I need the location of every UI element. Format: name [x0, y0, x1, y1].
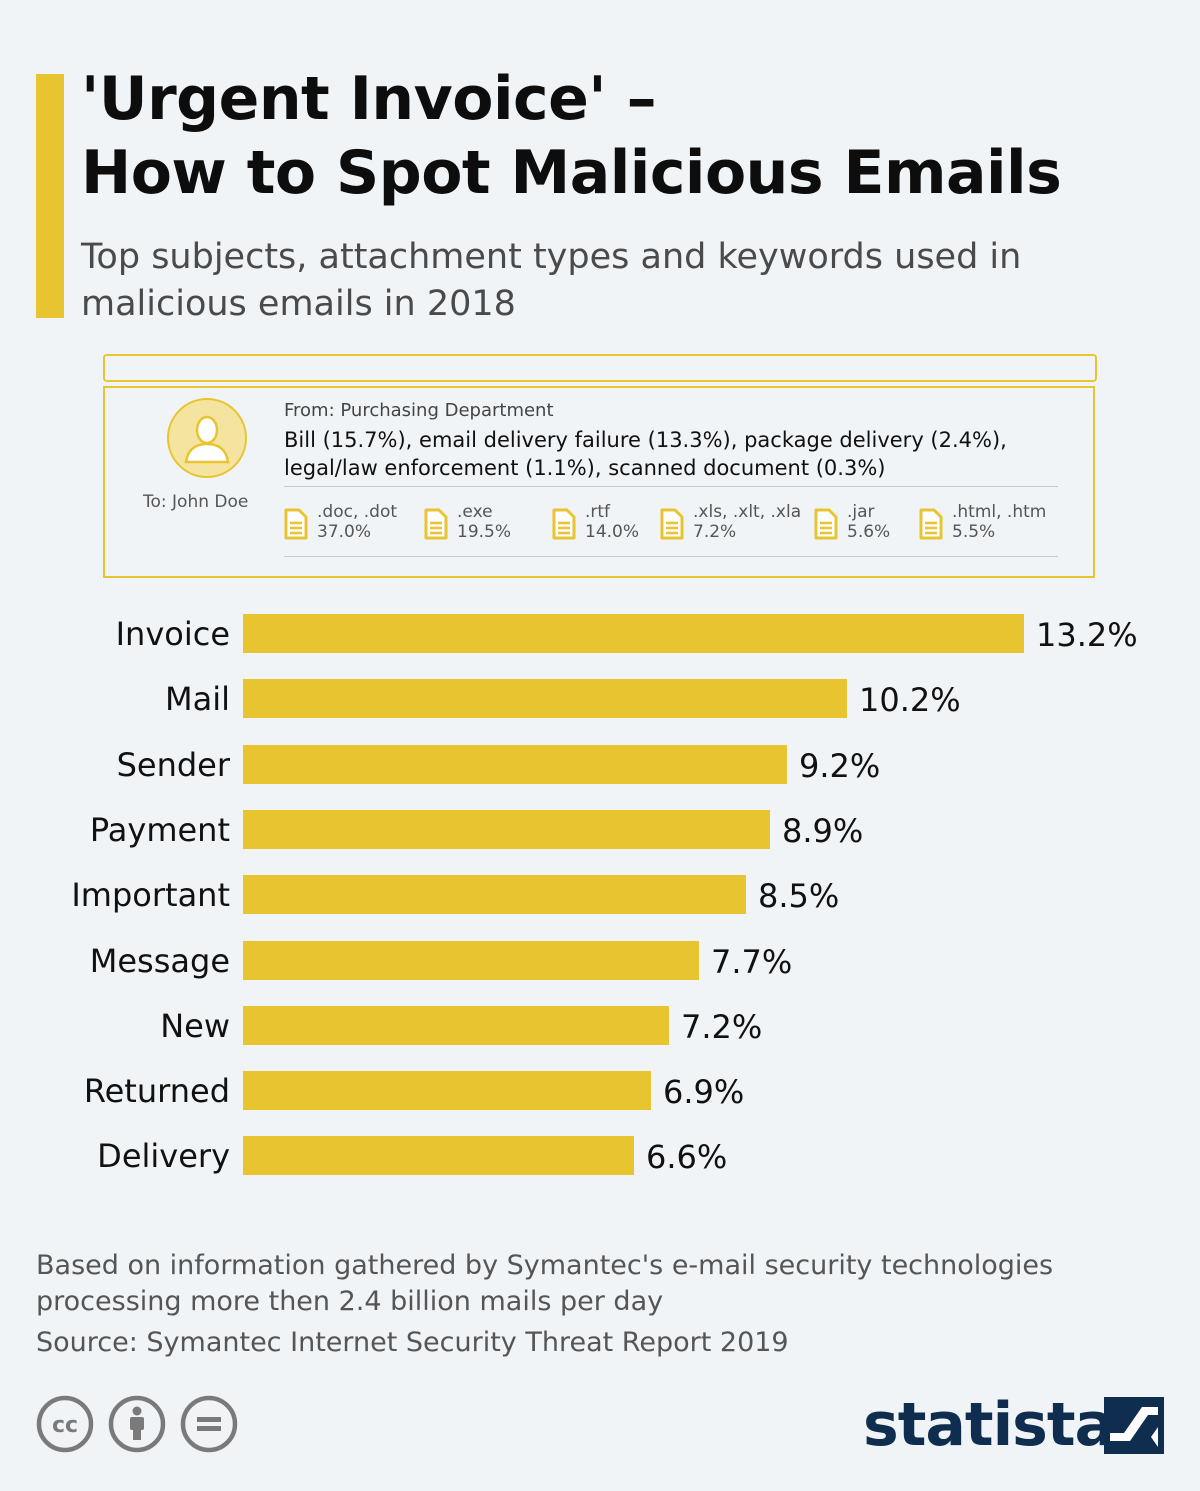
title-accent-bar — [36, 74, 64, 318]
value-label: 8.5% — [758, 877, 840, 915]
footnote: Based on information gathered by Symante… — [36, 1250, 1054, 1317]
cc-icon[interactable]: cc — [36, 1395, 94, 1453]
attachment-types: .exe — [457, 502, 493, 522]
category-label: Invoice — [115, 615, 230, 653]
attachment-share: 5.5% — [952, 522, 996, 542]
attachment-types: .xls, .xlt, .xla — [693, 502, 802, 522]
document-icon — [814, 508, 838, 540]
attachment-share: 19.5% — [457, 522, 512, 542]
email-mockup: To: John Doe From: Purchasing Department… — [103, 386, 1095, 578]
bar — [243, 1006, 669, 1045]
bar — [243, 1136, 634, 1175]
value-label: 7.2% — [681, 1008, 763, 1046]
value-label: 13.2% — [1036, 616, 1138, 654]
statista-logo-icon[interactable] — [1104, 1397, 1164, 1454]
attachment-item: .jar 5.6% — [814, 502, 890, 542]
email-recipient: To: John Doe — [143, 492, 249, 512]
user-avatar-icon — [167, 398, 247, 478]
category-label: Message — [89, 942, 230, 980]
category-label: Delivery — [97, 1137, 230, 1175]
attachment-types: .jar — [847, 502, 875, 522]
chart-title: 'Urgent Invoice' – How to Spot Malicious… — [81, 62, 1181, 210]
email-subjects-line-2: legal/law enforcement (1.1%), scanned do… — [284, 456, 886, 480]
bar — [243, 679, 847, 718]
title-line-1: 'Urgent Invoice' – — [81, 64, 657, 134]
attachment-item: .exe 19.5% — [424, 502, 511, 542]
bar — [243, 614, 1024, 653]
value-label: 6.9% — [663, 1073, 745, 1111]
email-subjects-line-1: Bill (15.7%), email delivery failure (13… — [284, 428, 1007, 452]
attachment-item: .doc, .dot 37.0% — [284, 502, 397, 542]
source-note: Source: Symantec Internet Security Threa… — [36, 1327, 789, 1358]
attachment-types: .html, .htm — [952, 502, 1047, 522]
document-icon — [284, 508, 308, 540]
email-window-header — [103, 354, 1097, 382]
value-label: 6.6% — [646, 1138, 728, 1176]
value-label: 9.2% — [799, 747, 881, 785]
svg-text:cc: cc — [52, 1413, 78, 1438]
attachment-item: .html, .htm 5.5% — [919, 502, 1046, 542]
attachment-item: .xls, .xlt, .xla 7.2% — [660, 502, 801, 542]
attachment-share: 7.2% — [693, 522, 737, 542]
attachment-share: 14.0% — [585, 522, 640, 542]
email-sender: From: Purchasing Department — [284, 400, 554, 421]
category-label: Sender — [116, 746, 230, 784]
bar — [243, 941, 699, 980]
document-icon — [552, 508, 576, 540]
document-icon — [424, 508, 448, 540]
document-icon — [660, 508, 684, 540]
value-label: 8.9% — [782, 812, 864, 850]
value-label: 10.2% — [859, 681, 961, 719]
category-label: Important — [71, 876, 230, 914]
statista-wordmark[interactable]: statista — [863, 1390, 1115, 1460]
category-label: New — [160, 1007, 230, 1045]
attachments-bottom-divider — [284, 556, 1058, 557]
document-icon — [919, 508, 943, 540]
value-label: 7.7% — [711, 943, 793, 981]
bar — [243, 745, 787, 784]
attachment-share: 37.0% — [317, 522, 372, 542]
bar — [243, 875, 746, 914]
attachment-share: 5.6% — [847, 522, 891, 542]
category-label: Mail — [165, 680, 230, 718]
attachment-types: .doc, .dot — [317, 502, 398, 522]
bar — [243, 810, 770, 849]
attachment-types: .rtf — [585, 502, 611, 522]
attachments-top-divider — [284, 486, 1058, 487]
bar — [243, 1071, 651, 1110]
attachment-item: .rtf 14.0% — [552, 502, 639, 542]
attribution-icon[interactable] — [108, 1395, 166, 1453]
chart-subtitle: Top subjects, attachment types and keywo… — [81, 237, 1022, 324]
no-derivatives-icon[interactable] — [180, 1395, 238, 1453]
email-subjects: Bill (15.7%), email delivery failure (13… — [284, 426, 1084, 482]
title-line-2: How to Spot Malicious Emails — [81, 138, 1062, 208]
category-label: Returned — [83, 1072, 230, 1110]
category-label: Payment — [89, 811, 230, 849]
